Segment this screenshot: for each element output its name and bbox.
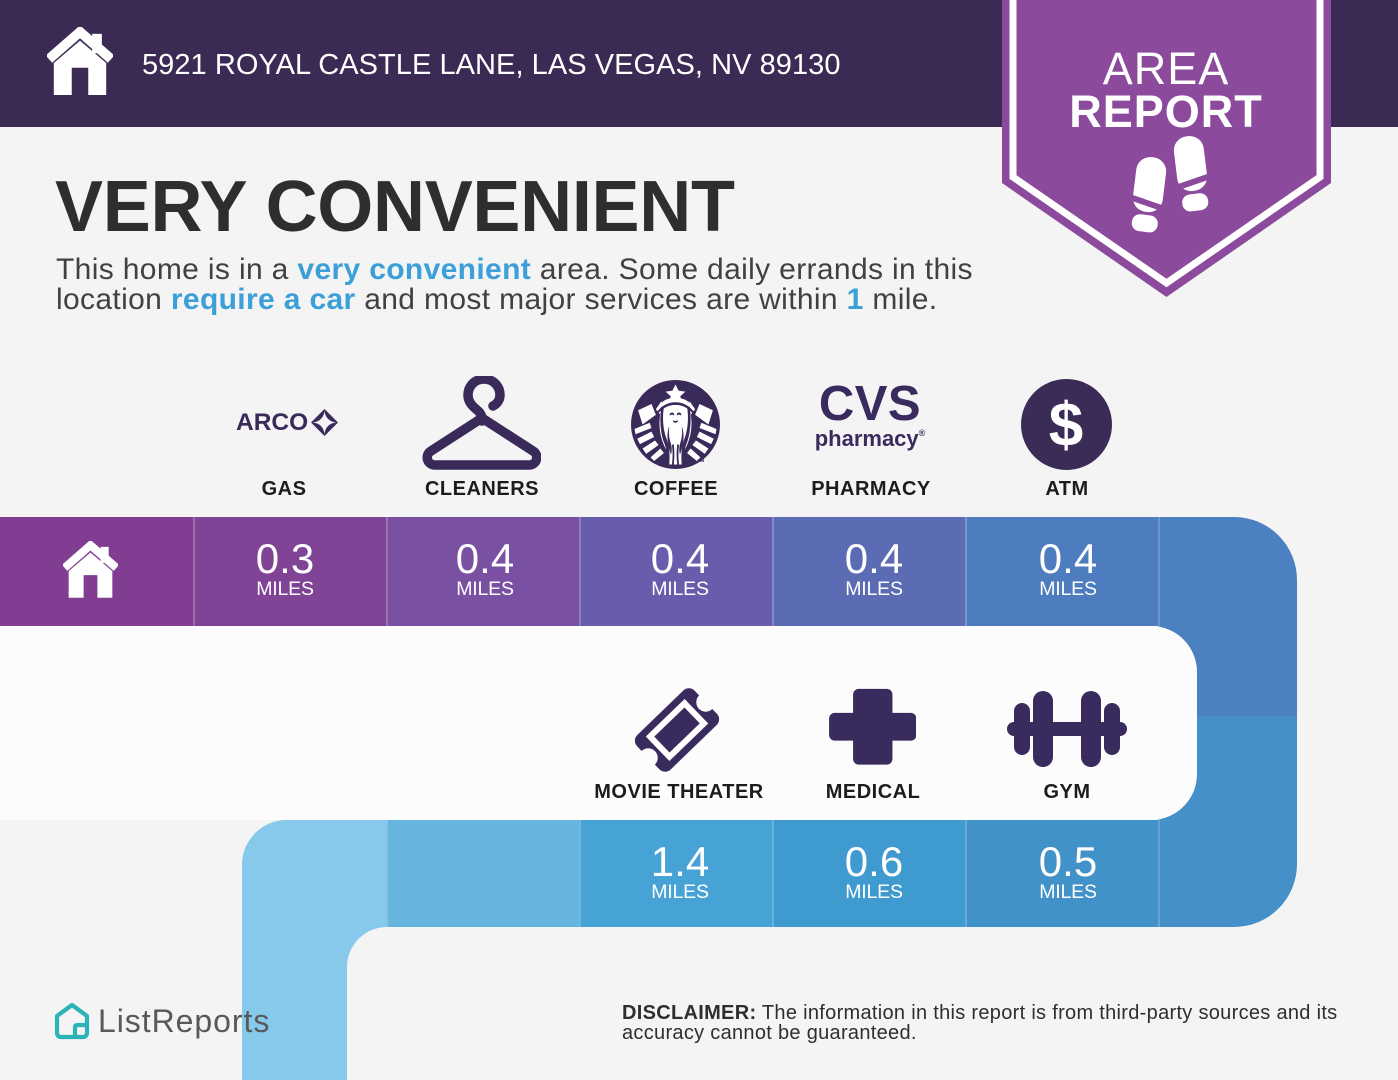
- svg-text:$: $: [1049, 391, 1083, 460]
- svg-text:REPORT: REPORT: [1069, 86, 1263, 137]
- svg-text:AREA: AREA: [1103, 43, 1230, 94]
